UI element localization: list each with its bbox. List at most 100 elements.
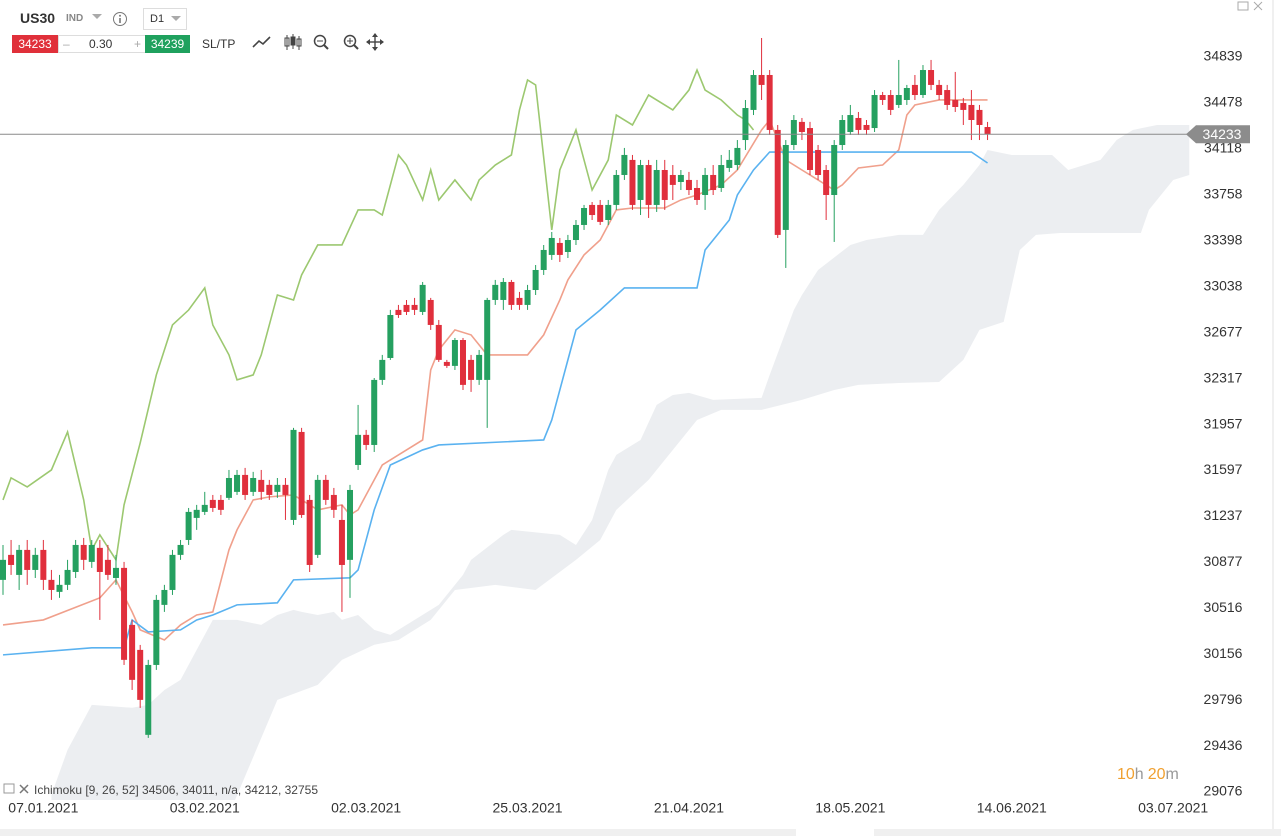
y-tick-label: 33758 <box>1204 186 1243 202</box>
candle-body <box>64 569 71 585</box>
candle-body <box>419 284 426 312</box>
candle-body <box>16 549 23 575</box>
candle-body <box>790 120 797 146</box>
candle-body <box>451 339 458 366</box>
candle-body <box>161 589 168 605</box>
candle-body <box>960 103 967 110</box>
candle-body <box>234 474 241 492</box>
indicator-controls[interactable] <box>3 783 33 795</box>
candle-body <box>330 494 337 510</box>
y-tick-label: 32677 <box>1204 323 1243 339</box>
candle-body <box>944 90 951 105</box>
candle-body <box>193 509 200 518</box>
y-tick-label: 34478 <box>1204 94 1243 110</box>
candle-body <box>48 579 55 590</box>
candle-body <box>217 499 224 510</box>
y-tick-label: 33038 <box>1204 277 1243 293</box>
candle-body <box>572 224 579 241</box>
sltp[interactable]: SL/TP <box>202 37 236 51</box>
buy-price[interactable]: 34239 <box>145 35 190 53</box>
symbol-controls[interactable] <box>90 12 140 28</box>
candle-body <box>0 559 6 580</box>
candle-body <box>80 544 87 560</box>
candle-body <box>613 174 620 205</box>
sell-price[interactable]: 34233 <box>12 35 58 53</box>
close-icon[interactable] <box>1253 1 1263 11</box>
candle-body <box>306 499 313 565</box>
candle-body <box>347 489 354 560</box>
toolbar-icons[interactable] <box>250 32 400 54</box>
candle-body <box>411 304 418 310</box>
candle-body <box>621 154 628 175</box>
candle-body <box>936 84 943 96</box>
y-tick-label: 33398 <box>1204 231 1243 247</box>
candle-body <box>742 108 749 141</box>
candle-body <box>831 145 838 195</box>
x-tick-label: 03.02.2021 <box>170 800 240 816</box>
candle-body <box>903 87 910 100</box>
candle-body <box>338 519 345 565</box>
candle-body <box>32 554 39 570</box>
candle-body <box>137 649 144 700</box>
candle-body <box>798 121 805 132</box>
candle-body <box>823 169 830 195</box>
candle-body <box>919 70 926 96</box>
candle-body <box>40 549 47 580</box>
quantity-box[interactable]: –0.30 + <box>58 35 146 53</box>
candle-body <box>177 544 184 555</box>
candle-body <box>201 504 208 512</box>
y-tick-label: 29436 <box>1204 737 1243 753</box>
scroll-thumb[interactable] <box>796 829 874 836</box>
candle-body <box>839 120 846 146</box>
y-tick-label: 30156 <box>1204 645 1243 661</box>
candle-body <box>968 104 975 121</box>
candle-body <box>225 477 232 498</box>
candle-body <box>807 128 813 170</box>
candle-body <box>669 174 676 185</box>
candle-body <box>734 147 741 166</box>
countdown-minutes: 20 <box>1147 766 1166 783</box>
candle-body <box>524 290 531 305</box>
candle-body <box>702 174 709 195</box>
y-tick-label: 31957 <box>1204 415 1243 431</box>
candle-body <box>258 479 265 492</box>
candle-body <box>250 477 257 492</box>
candle-body <box>274 484 281 492</box>
y-tick-label: 29796 <box>1204 691 1243 707</box>
candle-body <box>710 174 717 191</box>
y-tick-label: 31237 <box>1204 507 1243 523</box>
candle-body <box>322 479 329 500</box>
candle-body <box>750 74 757 110</box>
candle-countdown: 10h 20m <box>1117 765 1179 785</box>
candle-body <box>314 479 321 555</box>
candle-body <box>976 109 983 125</box>
candle-body <box>169 554 176 590</box>
candle-body <box>774 129 781 235</box>
candle-body <box>782 145 789 230</box>
candle-body <box>427 299 434 325</box>
candle-body <box>766 74 773 130</box>
symbol[interactable]: US30 <box>20 10 56 26</box>
candle-body <box>290 429 297 520</box>
candle-body <box>863 124 870 130</box>
last-price-tag <box>1186 125 1250 144</box>
candle-body <box>443 361 450 366</box>
timeframe-select[interactable]: D1 <box>143 8 187 30</box>
countdown-hours: 10 <box>1117 766 1135 783</box>
candle-body <box>758 74 765 85</box>
candle-body <box>952 99 959 107</box>
candle-body <box>387 315 394 358</box>
y-tick-label: 29076 <box>1204 783 1243 799</box>
candle-body <box>8 554 15 565</box>
candle-body <box>911 84 918 96</box>
maximize-icon[interactable] <box>1237 1 1249 11</box>
h-scrollbar[interactable] <box>0 829 1281 836</box>
candle-body <box>145 664 152 735</box>
ichimoku-cloud <box>51 124 1190 800</box>
indicator-legend: Ichimoku [9, 26, 52] 34506, 34011, n/a, … <box>34 783 318 797</box>
y-tick-label: 30516 <box>1204 599 1243 615</box>
candle-body <box>589 204 596 216</box>
candle-body <box>459 339 466 385</box>
candle-body <box>726 159 733 168</box>
